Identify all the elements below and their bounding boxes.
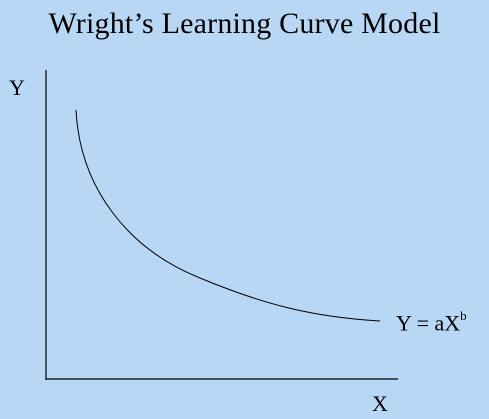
- learning-curve: [76, 110, 380, 321]
- equation-base: Y = aX: [396, 310, 460, 335]
- equation-exponent: b: [460, 308, 467, 323]
- curve-equation: Y = aXb: [396, 306, 467, 335]
